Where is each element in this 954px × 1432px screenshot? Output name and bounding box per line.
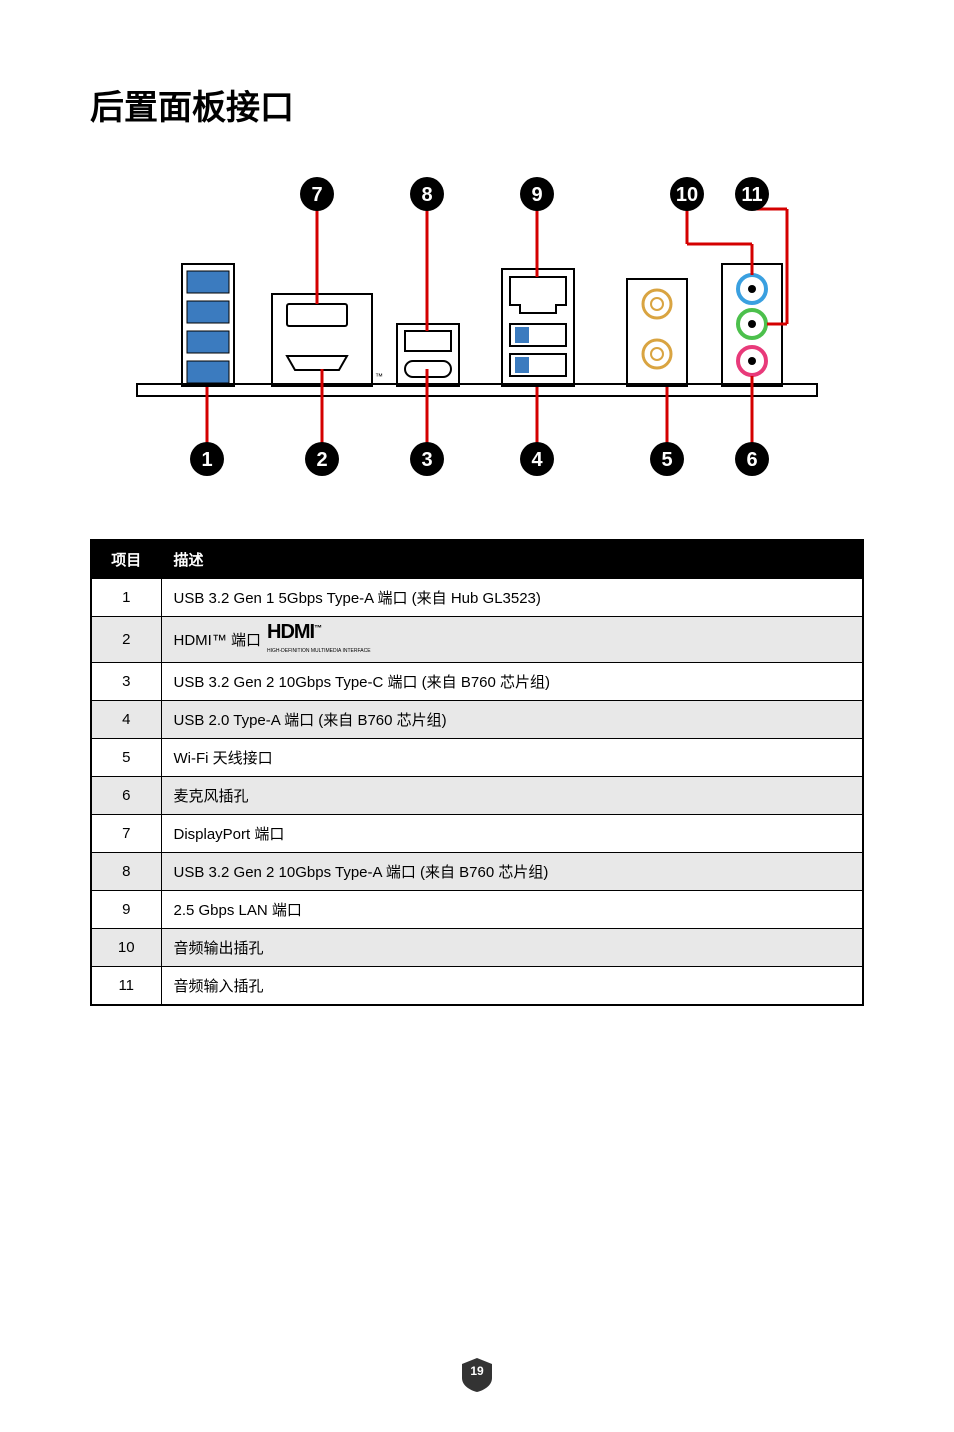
svg-text:7: 7 bbox=[311, 184, 322, 206]
rear-panel-diagram: ™ bbox=[127, 169, 827, 479]
svg-text:1: 1 bbox=[201, 449, 212, 471]
table-row: 6麦克风插孔 bbox=[91, 776, 863, 814]
usb-stack-icon bbox=[182, 264, 234, 386]
port-table: 项目 描述 1USB 3.2 Gen 1 5Gbps Type-A 端口 (来自… bbox=[90, 539, 864, 1006]
cell-item: 5 bbox=[91, 738, 161, 776]
header-desc: 描述 bbox=[161, 540, 863, 579]
cell-item: 4 bbox=[91, 700, 161, 738]
svg-text:6: 6 bbox=[746, 449, 757, 471]
table-row: 4USB 2.0 Type-A 端口 (来自 B760 芯片组) bbox=[91, 700, 863, 738]
page-title: 后置面板接口 bbox=[90, 80, 864, 129]
svg-text:™: ™ bbox=[375, 372, 383, 381]
svg-text:3: 3 bbox=[421, 449, 432, 471]
cell-item: 9 bbox=[91, 890, 161, 928]
cell-item: 3 bbox=[91, 662, 161, 700]
cell-desc: USB 2.0 Type-A 端口 (来自 B760 芯片组) bbox=[161, 700, 863, 738]
cell-desc: 2.5 Gbps LAN 端口 bbox=[161, 890, 863, 928]
table-row: 3USB 3.2 Gen 2 10Gbps Type-C 端口 (来自 B760… bbox=[91, 662, 863, 700]
table-row: 8USB 3.2 Gen 2 10Gbps Type-A 端口 (来自 B760… bbox=[91, 852, 863, 890]
svg-text:5: 5 bbox=[661, 449, 672, 471]
table-row: 5Wi-Fi 天线接口 bbox=[91, 738, 863, 776]
table-row: 1USB 3.2 Gen 1 5Gbps Type-A 端口 (来自 Hub G… bbox=[91, 579, 863, 617]
callout-badges-top: 7 8 9 10 11 bbox=[300, 177, 769, 211]
svg-text:10: 10 bbox=[676, 184, 698, 206]
svg-text:8: 8 bbox=[421, 184, 432, 206]
cell-desc: DisplayPort 端口 bbox=[161, 814, 863, 852]
cell-item: 8 bbox=[91, 852, 161, 890]
table-row: 92.5 Gbps LAN 端口 bbox=[91, 890, 863, 928]
cell-item: 10 bbox=[91, 928, 161, 966]
header-item: 项目 bbox=[91, 540, 161, 579]
cell-desc: 音频输出插孔 bbox=[161, 928, 863, 966]
cell-item: 1 bbox=[91, 579, 161, 617]
svg-text:9: 9 bbox=[531, 184, 542, 206]
cell-item: 2 bbox=[91, 617, 161, 663]
cell-desc: HDMI™ 端口HDMI™HIGH-DEFINITION MULTIMEDIA … bbox=[161, 617, 863, 663]
cell-desc: 麦克风插孔 bbox=[161, 776, 863, 814]
page-number: 19 bbox=[462, 1364, 492, 1378]
cell-item: 7 bbox=[91, 814, 161, 852]
dp-hdmi-icon: ™ bbox=[272, 294, 383, 386]
wifi-antenna-icon bbox=[627, 279, 687, 386]
table-row: 7DisplayPort 端口 bbox=[91, 814, 863, 852]
hdmi-logo-icon: HDMI™HIGH-DEFINITION MULTIMEDIA INTERFAC… bbox=[267, 625, 371, 654]
lan-usb-icon bbox=[502, 269, 574, 386]
table-row: 2HDMI™ 端口HDMI™HIGH-DEFINITION MULTIMEDIA… bbox=[91, 617, 863, 663]
svg-text:2: 2 bbox=[316, 449, 327, 471]
cell-item: 6 bbox=[91, 776, 161, 814]
table-row: 10音频输出插孔 bbox=[91, 928, 863, 966]
leader-lines-bottom bbox=[207, 369, 752, 444]
callout-badges-bottom: 1 2 3 4 5 6 bbox=[190, 442, 769, 476]
svg-text:11: 11 bbox=[741, 184, 762, 206]
cell-desc: USB 3.2 Gen 2 10Gbps Type-C 端口 (来自 B760 … bbox=[161, 662, 863, 700]
cell-desc: USB 3.2 Gen 2 10Gbps Type-A 端口 (来自 B760 … bbox=[161, 852, 863, 890]
page-number-badge: 19 bbox=[462, 1358, 492, 1392]
cell-item: 11 bbox=[91, 966, 161, 1005]
table-row: 11音频输入插孔 bbox=[91, 966, 863, 1005]
svg-text:4: 4 bbox=[531, 449, 543, 471]
cell-desc: Wi-Fi 天线接口 bbox=[161, 738, 863, 776]
cell-desc: USB 3.2 Gen 1 5Gbps Type-A 端口 (来自 Hub GL… bbox=[161, 579, 863, 617]
cell-desc: 音频输入插孔 bbox=[161, 966, 863, 1005]
